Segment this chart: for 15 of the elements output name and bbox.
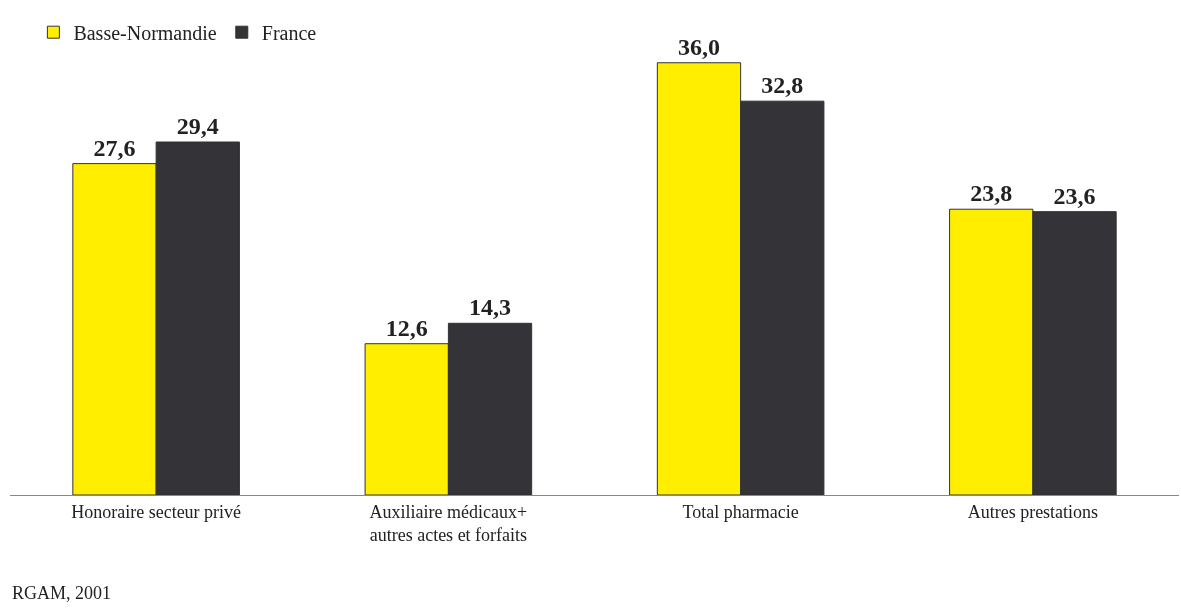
data-label: 14,3	[469, 294, 512, 321]
legend-label: France	[261, 22, 317, 44]
data-label: 27,6	[93, 134, 136, 161]
text: RGAM, 2001	[12, 583, 112, 603]
data-label: 23,6	[1053, 182, 1096, 209]
data-label: 32,8	[761, 72, 804, 99]
legend-label: Basse-Normandie	[73, 22, 217, 44]
data-label: 12,6	[385, 314, 428, 341]
data-label: 23,8	[970, 180, 1013, 207]
x-tick-label: Total pharmacie	[682, 501, 799, 522]
data-label: 29,4	[176, 113, 219, 139]
x-tick-label: Autres prestations	[967, 501, 1099, 522]
data-label: 36,0	[677, 33, 720, 60]
x-tick-label: Honoraire secteur privé	[71, 501, 242, 522]
x-tick-label: Auxiliaire médicaux+ autres actes et forfaits	[369, 501, 528, 545]
